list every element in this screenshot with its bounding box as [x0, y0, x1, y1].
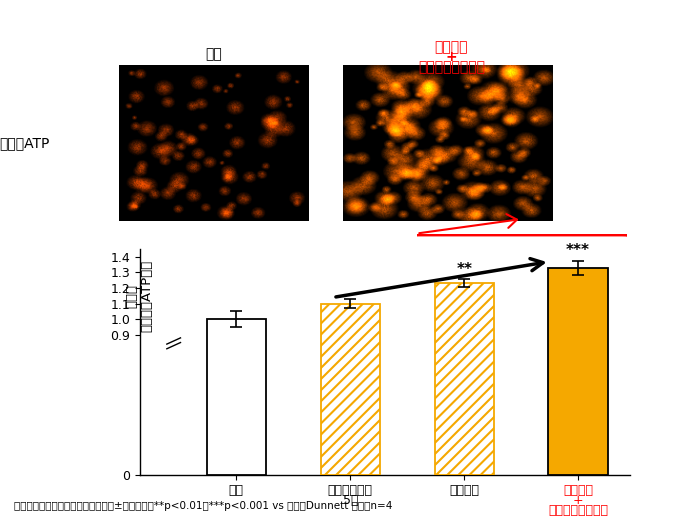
Bar	[162, 338, 191, 349]
Text: タウリン: タウリン	[563, 484, 593, 497]
Text: +: +	[446, 50, 457, 64]
Text: **: **	[456, 262, 473, 277]
Text: タウリン: タウリン	[435, 40, 468, 53]
Bar	[321, 304, 380, 475]
Bar	[435, 283, 493, 475]
Text: 対照: 対照	[205, 48, 222, 61]
Text: 必須アミノ酸５種: 必須アミノ酸５種	[418, 61, 485, 74]
Text: ***: ***	[566, 243, 590, 258]
Text: 必須アミノ酸: 必須アミノ酸	[328, 484, 373, 497]
Text: 必須アミノ酸５種: 必須アミノ酸５種	[548, 504, 608, 517]
Text: 対照: 対照	[229, 484, 244, 497]
Text: 相対値
（細胞内ATP量）: 相対値 （細胞内ATP量）	[125, 260, 153, 332]
Text: 5種: 5種	[342, 494, 358, 508]
Text: オレンジ色部分がATP: オレンジ色部分がATP	[480, 251, 563, 264]
Bar	[549, 268, 608, 475]
FancyBboxPatch shape	[410, 235, 631, 282]
Text: タウリン: タウリン	[449, 484, 480, 497]
Text: 平均値（対照の平均値を１とする）±標準誤差、**p<0.01、***p<0.001 vs 対照、Dunnett 検定、n=4: 平均値（対照の平均値を１とする）±標準誤差、**p<0.01、***p<0.00…	[14, 501, 393, 511]
Text: +: +	[573, 494, 583, 508]
Text: 細胞内ATP: 細胞内ATP	[0, 136, 50, 149]
Bar	[206, 319, 266, 475]
